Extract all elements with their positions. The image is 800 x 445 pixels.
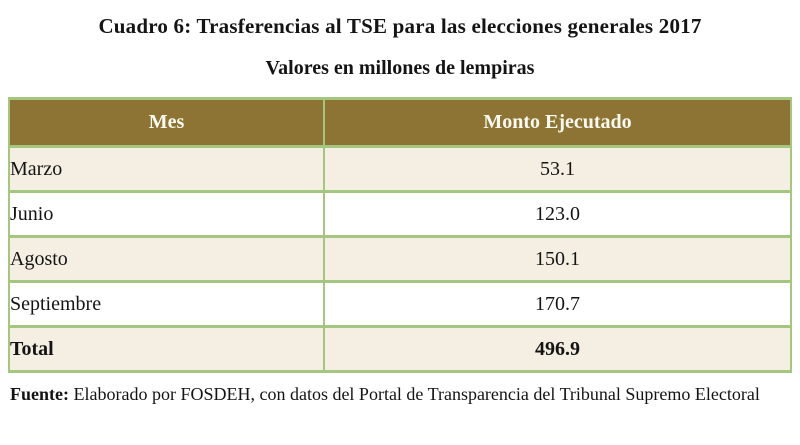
table-row-marzo: Marzo 53.1 [8, 145, 792, 193]
table-title: Cuadro 6: Trasferencias al TSE para las … [98, 14, 702, 38]
table-row-agosto: Agosto 150.1 [8, 235, 792, 283]
source-label: Fuente: [10, 384, 69, 404]
cell-mes: Marzo [8, 145, 325, 193]
cell-mes: Agosto [8, 235, 325, 283]
cell-total-value: 496.9 [323, 325, 792, 373]
source-note: Fuente: Elaborado por FOSDEH, con datos … [10, 382, 790, 406]
cell-mes: Septiembre [8, 280, 325, 328]
document-page: Cuadro 6: Trasferencias al TSE para las … [8, 14, 792, 406]
table-row-junio: Junio 123.0 [8, 190, 792, 238]
column-header-mes: Mes [8, 97, 325, 148]
source-text: Elaborado por FOSDEH, con datos del Port… [68, 384, 760, 404]
cell-mes: Junio [8, 190, 325, 238]
table-subtitle: Valores en millones de lempiras [265, 57, 535, 79]
table-body: Marzo 53.1 Junio 123.0 Agosto 150.1 Sept… [8, 145, 792, 373]
cell-monto: 170.7 [323, 280, 792, 328]
column-header-monto-ejecutado: Monto Ejecutado [323, 97, 792, 148]
transfers-table: Mes Monto Ejecutado Marzo 53.1 Junio 123… [8, 97, 792, 373]
cell-total-label: Total [8, 325, 325, 373]
table-row-total: Total 496.9 [8, 325, 792, 373]
table-row-septiembre: Septiembre 170.7 [8, 280, 792, 328]
cell-monto: 150.1 [323, 235, 792, 283]
cell-monto: 123.0 [323, 190, 792, 238]
cell-monto: 53.1 [323, 145, 792, 193]
header-row: Mes Monto Ejecutado [8, 97, 792, 148]
table-header: Mes Monto Ejecutado [8, 97, 792, 148]
